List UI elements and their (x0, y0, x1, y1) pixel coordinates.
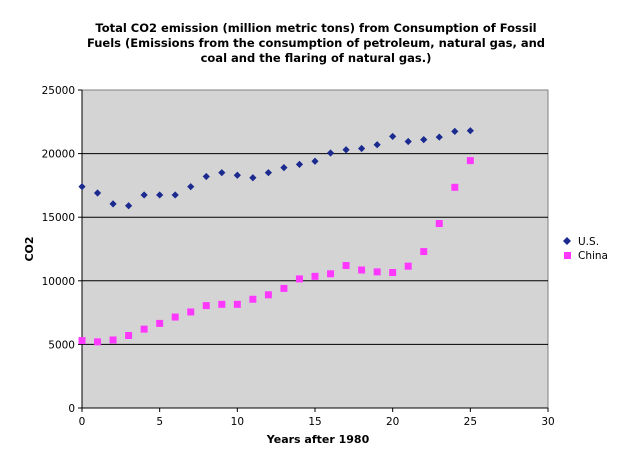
data-point-us-15 (311, 157, 319, 165)
data-point-us-9 (218, 169, 226, 177)
data-point-us-7 (187, 183, 195, 191)
x-tick-label-0: 0 (79, 416, 86, 428)
plot-area (81, 89, 549, 409)
legend-marker-china (564, 252, 571, 259)
chart-title-line-3: coal and the flaring of natural gas.) (201, 51, 432, 65)
data-point-china-17 (342, 262, 350, 270)
gridlines (82, 153, 548, 345)
data-point-china-2 (109, 336, 117, 344)
x-tick-label-5: 5 (156, 416, 163, 428)
data-point-us-14 (295, 160, 304, 169)
data-point-us-17 (342, 146, 350, 154)
y-axis-label: CO2 (23, 236, 36, 261)
data-point-us-4 (140, 191, 148, 199)
data-point-us-25 (466, 127, 474, 135)
data-point-china-6 (171, 313, 179, 321)
data-point-us-19 (373, 141, 381, 149)
data-point-us-24 (451, 127, 459, 135)
data-point-china-24 (451, 183, 459, 191)
x-tick-label-30: 30 (541, 416, 554, 428)
y-tick-label-0: 0 (68, 403, 75, 415)
data-point-china-12 (264, 291, 272, 299)
data-point-china-19 (373, 268, 381, 276)
x-axis-ticks: 0 5 10 15 20 25 30 (79, 408, 555, 428)
y-tick-label-20000: 20000 (42, 149, 75, 161)
data-point-china-22 (420, 248, 428, 256)
data-point-us-18 (358, 144, 366, 153)
data-point-china-14 (295, 275, 303, 283)
data-point-china-16 (327, 270, 335, 278)
data-point-china-21 (404, 262, 412, 270)
data-point-us-10 (233, 171, 241, 179)
data-point-china-18 (358, 266, 366, 274)
data-point-china-4 (140, 325, 148, 333)
data-point-china-5 (156, 319, 164, 327)
x-tick-label-20: 20 (386, 416, 399, 428)
data-point-us-20 (389, 132, 397, 141)
data-point-us-1 (93, 189, 102, 197)
legend-label-china: China (578, 250, 608, 262)
x-tick-label-15: 15 (308, 416, 321, 428)
legend-item-china: China (564, 250, 608, 262)
data-point-us-16 (326, 149, 335, 157)
x-axis-label: Years after 1980 (266, 433, 370, 446)
data-point-us-2 (109, 200, 117, 208)
y-tick-label-10000: 10000 (42, 276, 75, 288)
data-point-china-13 (280, 284, 288, 292)
data-point-china-10 (233, 300, 241, 308)
legend: U.S. China (563, 236, 608, 262)
chart-title-line-2: Fuels (Emissions from the consumption of… (87, 36, 545, 50)
x-tick-label-10: 10 (231, 416, 244, 428)
data-point-china-25 (466, 157, 474, 165)
x-tick-label-25: 25 (464, 416, 477, 428)
y-tick-label-15000: 15000 (42, 212, 75, 224)
data-point-us-8 (202, 172, 210, 181)
legend-label-us: U.S. (578, 236, 599, 248)
y-axis-ticks: 0 5000 10000 15000 20000 25000 (42, 85, 82, 415)
legend-marker-us (563, 237, 571, 245)
data-point-us-23 (435, 133, 443, 141)
y-tick-label-5000: 5000 (48, 339, 75, 351)
data-point-china-11 (249, 295, 257, 303)
data-point-us-13 (280, 163, 288, 172)
data-point-us-0 (78, 183, 86, 191)
data-point-us-22 (420, 136, 428, 144)
data-point-china-1 (94, 338, 102, 346)
chart-title: Total CO2 emission (million metric tons)… (87, 21, 545, 65)
data-point-china-8 (202, 302, 210, 310)
data-point-china-3 (125, 331, 133, 339)
data-point-us-6 (171, 191, 179, 199)
data-point-us-5 (156, 191, 164, 199)
data-point-china-20 (389, 269, 397, 277)
y-tick-label-25000: 25000 (42, 85, 75, 97)
legend-item-us: U.S. (563, 236, 599, 248)
data-point-us-11 (249, 174, 257, 182)
data-point-china-23 (435, 220, 443, 228)
data-point-china-15 (311, 272, 319, 280)
chart-title-line-1: Total CO2 emission (million metric tons)… (95, 21, 536, 35)
data-point-us-3 (125, 202, 133, 210)
data-point-us-12 (264, 169, 272, 177)
series-marks (78, 127, 474, 346)
data-point-china-9 (218, 300, 226, 308)
data-point-us-21 (404, 137, 412, 146)
data-point-china-0 (78, 337, 86, 345)
data-point-china-7 (187, 308, 195, 316)
